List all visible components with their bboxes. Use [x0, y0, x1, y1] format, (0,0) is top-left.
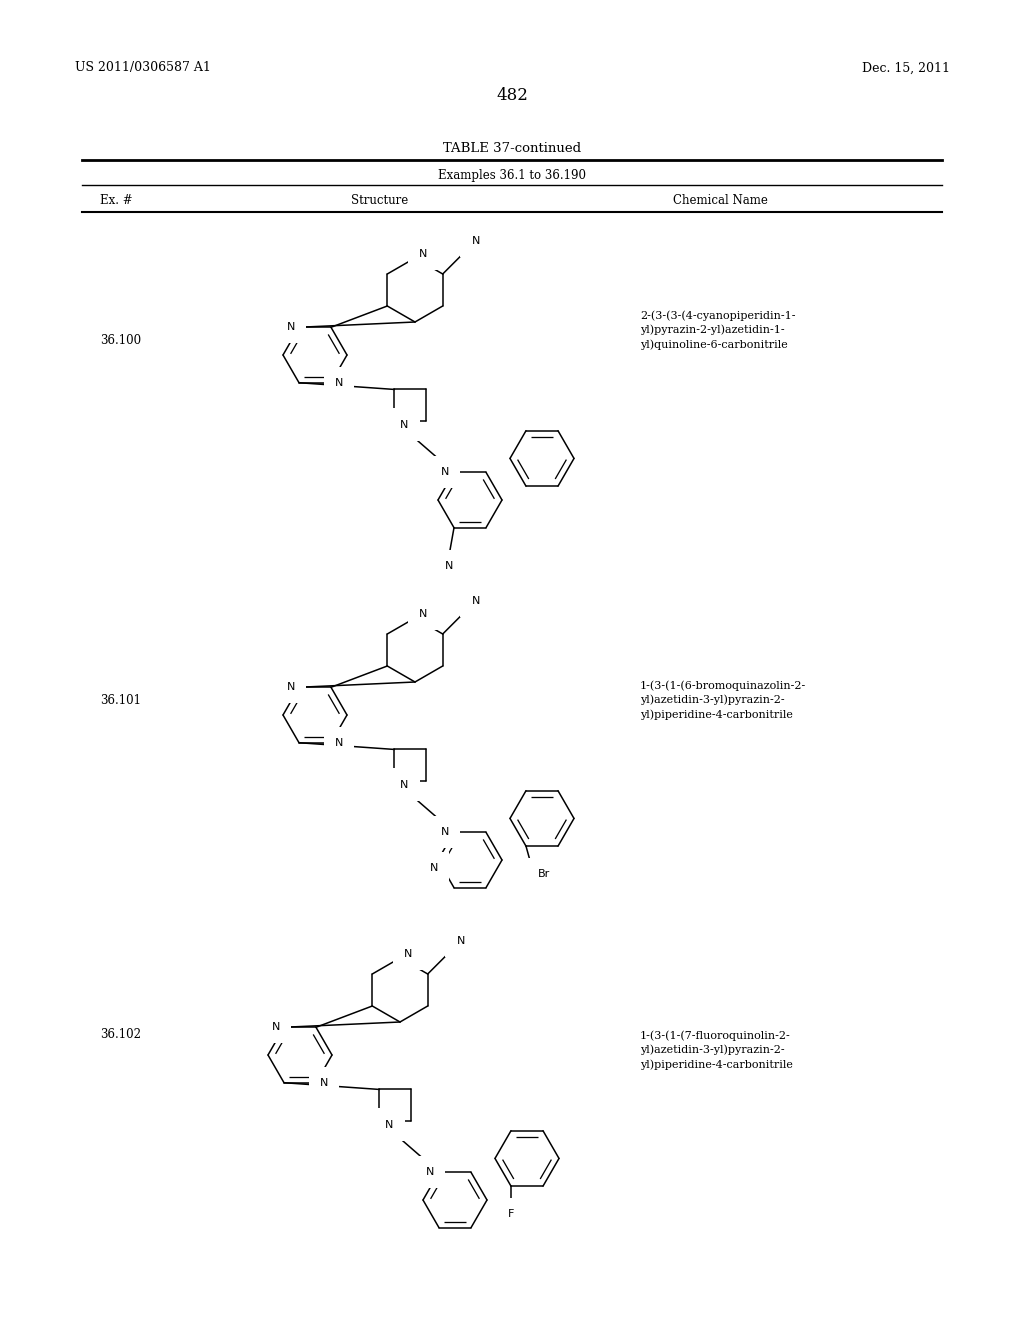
Text: N: N [440, 467, 450, 478]
Text: 36.101: 36.101 [100, 693, 141, 706]
Text: N: N [457, 936, 465, 946]
Text: N: N [287, 682, 295, 692]
Text: N: N [419, 249, 427, 259]
Text: N: N [271, 1022, 281, 1032]
Text: N: N [440, 828, 450, 837]
Text: US 2011/0306587 A1: US 2011/0306587 A1 [75, 62, 211, 74]
Text: Chemical Name: Chemical Name [673, 194, 767, 206]
Text: Structure: Structure [351, 194, 409, 206]
Text: N: N [319, 1077, 328, 1088]
Text: N: N [426, 1167, 434, 1177]
Text: 1-(3-(1-(6-bromoquinazolin-2-
yl)azetidin-3-yl)pyrazin-2-
yl)piperidine-4-carbon: 1-(3-(1-(6-bromoquinazolin-2- yl)azetidi… [640, 680, 806, 721]
Text: TABLE 37-continued: TABLE 37-continued [443, 141, 581, 154]
Text: F: F [508, 1209, 514, 1220]
Text: Br: Br [538, 869, 550, 879]
Text: 36.100: 36.100 [100, 334, 141, 346]
Text: N: N [385, 1119, 393, 1130]
Text: N: N [287, 322, 295, 333]
Text: N: N [471, 236, 480, 246]
Text: Ex. #: Ex. # [100, 194, 133, 206]
Text: N: N [335, 378, 343, 388]
Text: N: N [471, 597, 480, 606]
Text: 1-(3-(1-(7-fluoroquinolin-2-
yl)azetidin-3-yl)pyrazin-2-
yl)piperidine-4-carboni: 1-(3-(1-(7-fluoroquinolin-2- yl)azetidin… [640, 1030, 793, 1071]
Text: N: N [403, 949, 413, 960]
Text: N: N [400, 780, 409, 789]
Text: N: N [430, 863, 438, 873]
Text: 36.102: 36.102 [100, 1028, 141, 1041]
Text: N: N [335, 738, 343, 747]
Text: 482: 482 [496, 87, 528, 103]
Text: N: N [400, 420, 409, 429]
Text: N: N [444, 561, 454, 570]
Text: N: N [419, 609, 427, 619]
Text: 2-(3-(3-(4-cyanopiperidin-1-
yl)pyrazin-2-yl)azetidin-1-
yl)quinoline-6-carbonit: 2-(3-(3-(4-cyanopiperidin-1- yl)pyrazin-… [640, 310, 796, 350]
Text: Dec. 15, 2011: Dec. 15, 2011 [862, 62, 950, 74]
Text: Examples 36.1 to 36.190: Examples 36.1 to 36.190 [438, 169, 586, 181]
